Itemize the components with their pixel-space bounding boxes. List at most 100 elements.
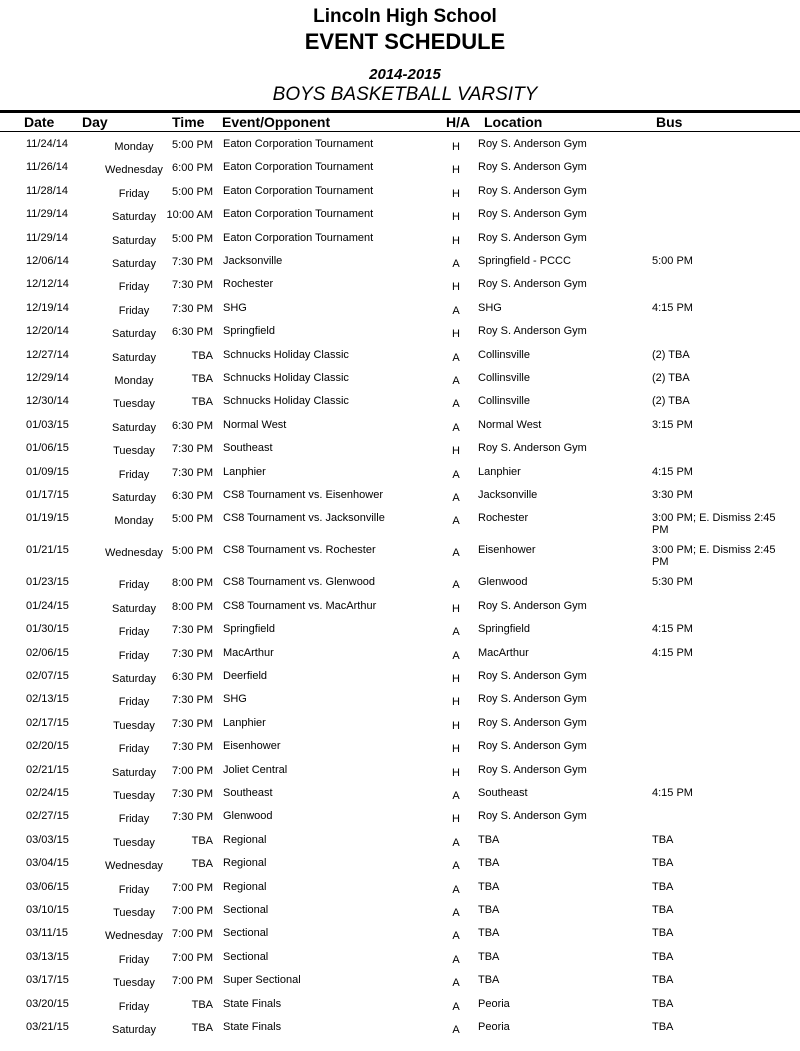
cell-time: 7:30 PM: [172, 256, 213, 268]
cell-time: TBA: [191, 373, 213, 385]
cell-event: Springfield: [223, 623, 275, 636]
cell-event: Regional: [223, 833, 267, 846]
cell-bus: 4:15 PM: [652, 301, 693, 314]
cell-day: Friday: [118, 1000, 150, 1013]
cell-event: Eaton Corporation Tournament: [223, 231, 374, 244]
cell-date: 11/29/14: [26, 231, 69, 244]
col-header-event: Event/Opponent: [222, 114, 331, 130]
cell-day: Monday: [114, 515, 154, 528]
cell-date: 01/19/15: [26, 512, 69, 525]
cell-date: 12/29/14: [26, 372, 69, 384]
cell-time: 7:30 PM: [172, 811, 213, 824]
cell-date: 12/06/14: [26, 255, 69, 267]
cell-home-away: H: [452, 445, 460, 458]
cell-day: Wednesday: [105, 547, 163, 560]
cell-day: Friday: [118, 953, 150, 966]
cell-date: 01/03/15: [26, 418, 69, 431]
cell-day: Friday: [118, 626, 150, 639]
cell-event: Glenwood: [223, 810, 273, 823]
cell-date: 02/17/15: [26, 716, 69, 729]
cell-home-away: H: [452, 164, 460, 177]
cell-date: 01/23/15: [26, 576, 69, 589]
cell-time: 5:00 PM: [172, 545, 213, 558]
cell-location: Roy S. Anderson Gym: [478, 670, 587, 682]
cell-date: 03/11/15: [26, 927, 69, 940]
cell-date: 11/24/14: [26, 138, 69, 150]
cell-location: TBA: [478, 833, 500, 846]
cell-date: 12/27/14: [26, 348, 69, 361]
cell-time: 7:30 PM: [172, 279, 213, 292]
cell-location: SHG: [478, 301, 502, 314]
cell-day: Saturday: [111, 258, 157, 270]
cell-bus: TBA: [652, 1021, 674, 1033]
cell-location: Peoria: [478, 1021, 510, 1033]
cell-location: TBA: [478, 880, 500, 893]
cell-home-away: A: [452, 375, 460, 387]
cell-home-away: H: [452, 141, 460, 153]
cell-date: 01/24/15: [26, 599, 69, 612]
cell-home-away: A: [452, 468, 460, 481]
cell-location: Southeast: [478, 787, 528, 799]
cell-date: 03/21/15: [26, 1021, 69, 1033]
cell-day: Saturday: [111, 673, 157, 685]
cell-bus: 3:30 PM: [652, 489, 693, 501]
cell-location: Eisenhower: [478, 544, 536, 557]
cell-day: Tuesday: [113, 907, 155, 919]
col-header-day: Day: [82, 114, 108, 130]
cell-home-away: H: [452, 187, 460, 200]
cell-event: CS8 Tournament vs. Rochester: [223, 544, 376, 557]
cell-event: Normal West: [223, 418, 287, 431]
cell-home-away: A: [452, 883, 460, 896]
cell-time: 5:00 PM: [172, 513, 213, 526]
cell-location: Roy S. Anderson Gym: [478, 138, 587, 150]
cell-location: Roy S. Anderson Gym: [478, 208, 587, 221]
cell-day: Saturday: [111, 351, 157, 364]
cell-home-away: A: [452, 492, 460, 504]
cell-home-away: A: [452, 649, 460, 662]
cell-event: Springfield: [223, 325, 275, 338]
cell-day: Monday: [114, 375, 154, 387]
cell-bus: 3:15 PM: [652, 418, 693, 431]
cell-location: Roy S. Anderson Gym: [478, 161, 587, 174]
cell-event: Sectional: [223, 950, 269, 963]
cell-home-away: A: [452, 258, 460, 270]
cell-date: 03/10/15: [26, 904, 69, 916]
cell-event: Rochester: [223, 278, 274, 291]
cell-day: Monday: [114, 141, 154, 153]
cell-home-away: H: [452, 211, 460, 224]
cell-date: 12/12/14: [26, 278, 69, 291]
cell-time: 6:30 PM: [172, 326, 213, 339]
cell-bus: 3:00 PM; E. Dismiss 2:45 PM: [652, 512, 776, 537]
cell-event: Lanphier: [223, 465, 266, 478]
cell-date: 12/30/14: [26, 395, 69, 408]
cell-day: Friday: [118, 649, 150, 662]
cell-bus: (2) TBA: [652, 395, 690, 408]
cell-location: Roy S. Anderson Gym: [478, 325, 587, 338]
cell-day: Wednesday: [105, 860, 163, 873]
cell-event: State Finals: [223, 1021, 282, 1033]
cell-event: Regional: [223, 857, 267, 870]
cell-event: SHG: [223, 693, 247, 706]
cell-time: TBA: [191, 858, 213, 871]
cell-event: Regional: [223, 880, 267, 893]
cell-day: Saturday: [111, 234, 157, 247]
cell-date: 01/17/15: [26, 489, 69, 501]
cell-date: 03/04/15: [26, 857, 69, 870]
cell-event: Sectional: [223, 927, 269, 940]
cell-date: 03/06/15: [26, 880, 69, 893]
cell-location: Peoria: [478, 997, 510, 1010]
cell-date: 02/13/15: [26, 693, 69, 706]
cell-bus: 5:30 PM: [652, 576, 693, 589]
cell-time: 6:30 PM: [172, 419, 213, 432]
cell-location: Rochester: [478, 512, 529, 525]
cell-location: Collinsville: [478, 372, 530, 384]
cell-event: Super Sectional: [223, 974, 301, 987]
cell-time: 10:00 AM: [166, 209, 213, 222]
cell-home-away: A: [452, 977, 460, 990]
cell-location: TBA: [478, 974, 500, 987]
cell-date: 12/19/14: [26, 301, 69, 314]
cell-bus: (2) TBA: [652, 372, 690, 384]
col-header-time: Time: [172, 114, 205, 130]
cell-home-away: H: [452, 281, 460, 294]
cell-time: 7:30 PM: [172, 741, 213, 754]
